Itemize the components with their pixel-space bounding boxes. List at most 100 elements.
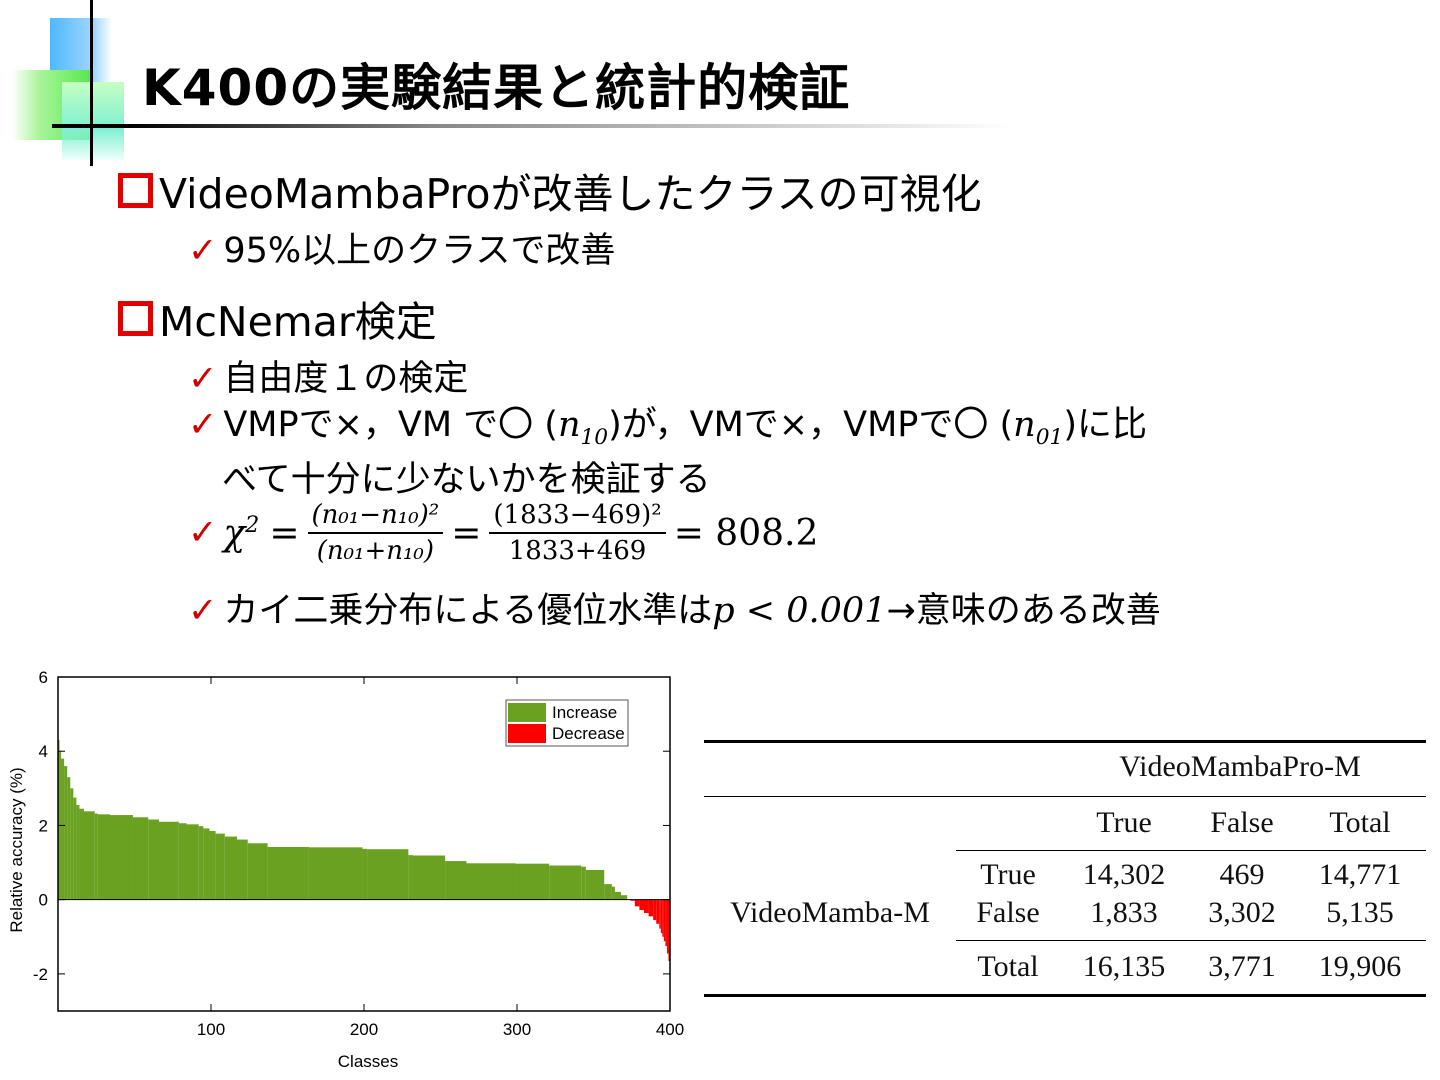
legend-swatch — [508, 703, 546, 722]
increase-bar — [186, 824, 199, 900]
increase-bar — [76, 805, 80, 900]
increase-bar — [110, 815, 133, 900]
checkmark-icon: ✓ — [188, 405, 218, 445]
legend-label: Decrease — [552, 724, 625, 743]
checkmark-icon: ✓ — [188, 359, 218, 399]
y-tick-label: 0 — [39, 891, 48, 910]
increase-bar — [237, 839, 248, 900]
decrease-bar — [659, 899, 661, 929]
table-rule — [956, 850, 1426, 851]
decrease-bar — [663, 899, 666, 942]
square-bullet-icon — [118, 172, 153, 208]
fraction-numeric-denominator: 1833+469 — [508, 536, 647, 566]
n10-symbol: n10 — [557, 405, 609, 450]
increase-bar — [611, 886, 615, 900]
increase-bar — [367, 849, 409, 900]
table-total-label: Total — [977, 950, 1039, 983]
sub-bullet-dof: ✓ 自由度１の検定 — [188, 350, 468, 401]
chi-symbol: χ2 — [223, 512, 260, 554]
y-tick-label: 2 — [39, 816, 48, 835]
increase-bar — [79, 808, 85, 900]
increase-bar — [209, 831, 216, 900]
legend-swatch — [508, 724, 546, 743]
increase-bar — [362, 848, 368, 900]
table-bottom-rule — [704, 994, 1426, 997]
decrease-bar — [668, 899, 670, 961]
equals-sign: = — [451, 512, 482, 554]
bullet-mcnemar: McNemar検定 — [118, 288, 437, 348]
chart-svg: -2 0 2 4 6 100 200 300 400 Classes Relative accura… — [7, 668, 684, 1071]
square-bullet-icon — [118, 300, 153, 336]
increase-bar — [445, 861, 467, 900]
increase-bar — [267, 846, 309, 900]
legend-label: Increase — [552, 703, 617, 722]
increase-bar — [224, 836, 238, 900]
decrease-bar — [630, 899, 635, 901]
table-cell: 14,302 — [1082, 858, 1166, 891]
decrease-bar — [662, 899, 664, 937]
increase-bar — [67, 777, 71, 900]
decrease-bar — [666, 899, 669, 954]
y-axis-label: Relative accuracy (%) — [7, 767, 26, 932]
decrease-bar — [656, 899, 660, 924]
increase-bar — [308, 847, 363, 900]
bullet-visualization: VideoMambaProが改善したクラスの可視化 — [118, 160, 982, 220]
x-tick-label: 400 — [656, 1020, 684, 1039]
hypothesis-text-line2: べて十分に少ないかを検証する — [222, 460, 711, 500]
increase-bar — [158, 821, 179, 900]
decrease-bar — [639, 899, 644, 911]
increase-bar — [466, 863, 516, 900]
increase-bar — [94, 813, 98, 900]
table-cell: 16,135 — [1082, 950, 1166, 983]
table-cell: 3,771 — [1208, 950, 1276, 983]
table-col-label-true: True — [1096, 806, 1152, 839]
checkmark-icon: ✓ — [188, 513, 218, 553]
decor-vertical-line — [90, 0, 93, 166]
slide-title: K400の実験結果と統計的検証 — [142, 59, 851, 117]
increase-bar — [132, 817, 149, 900]
decrease-bar — [660, 899, 663, 934]
p-value-expression: p < 0.001 — [712, 591, 887, 631]
increase-bar — [178, 823, 187, 900]
table-cell: 5,135 — [1326, 896, 1394, 929]
table-cell: 19,906 — [1318, 950, 1402, 983]
increase-bar — [585, 869, 605, 900]
table-rule — [704, 796, 1426, 797]
table-col-header: VideoMambaPro-M — [1119, 750, 1361, 783]
sub-bullet-dof-text: 自由度１の検定 — [223, 359, 469, 399]
table-row-header: VideoMamba-M — [730, 896, 930, 929]
x-tick-label: 300 — [503, 1020, 531, 1039]
sub-bullet-95-percent: ✓ 95%以上のクラスで改善 — [188, 222, 615, 273]
increase-bar — [61, 758, 65, 900]
relative-accuracy-chart: -2 0 2 4 6 100 200 300 400 Classes Relative accura… — [0, 660, 700, 1080]
table-cell: 469 — [1219, 858, 1265, 891]
hypothesis-text-3: )に比 — [1063, 405, 1147, 445]
fraction-numeric-numerator: (1833−469)² — [489, 500, 666, 534]
increase-bar — [408, 855, 413, 900]
increase-bar — [64, 766, 68, 900]
increase-bar — [70, 788, 74, 900]
y-tick-label: -2 — [33, 965, 48, 984]
y-tick-label: 4 — [39, 742, 48, 761]
significance-text-pre: カイ二乗分布による優位水準は — [223, 591, 713, 631]
x-tick-label: 200 — [350, 1020, 378, 1039]
increase-bar — [621, 895, 628, 900]
increase-bar — [549, 865, 582, 900]
decrease-bar — [643, 899, 649, 914]
decor-cyan-square — [62, 82, 124, 160]
increase-bar — [247, 843, 268, 900]
sub-bullet-chi-square: ✓ χ2 = (n₀₁−n₁₀)² (n₀₁+n₁₀) = (1833−469)… — [188, 500, 818, 566]
increase-bar — [215, 833, 225, 900]
chi-square-result: = 808.2 — [673, 512, 819, 554]
sub-bullet-95-text: 95%以上のクラスで改善 — [223, 231, 616, 271]
contingency-table: VideoMambaPro-M True False Total VideoMa… — [704, 740, 1426, 1000]
table-cell: 3,302 — [1208, 896, 1276, 929]
sub-bullet-significance: ✓ カイ二乗分布による優位水準はp < 0.001→意味のある改善 — [188, 582, 1161, 633]
decrease-bar — [665, 899, 667, 947]
increase-bar — [412, 855, 446, 900]
equals-sign: = — [269, 512, 300, 554]
sub-bullet-hypothesis: ✓ VMPで×，VM で〇 (n10)が，VMで×，VMPで〇 (n01)に比 べ… — [188, 404, 1147, 501]
table-cell: 1,833 — [1090, 896, 1158, 929]
increase-bar — [515, 863, 550, 900]
decrease-bar — [648, 899, 654, 917]
